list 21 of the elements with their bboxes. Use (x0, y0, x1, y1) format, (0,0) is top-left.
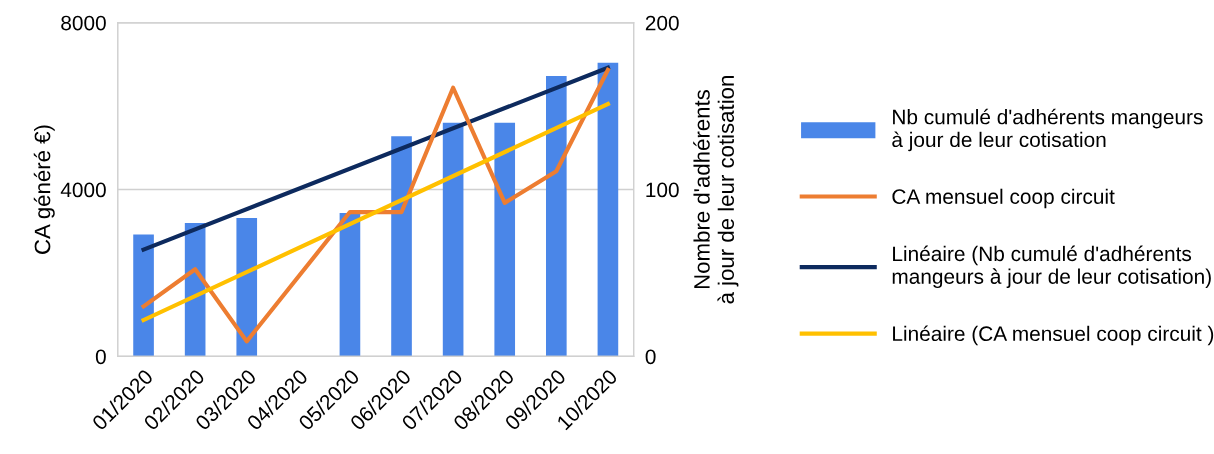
y-tick-label: 4000 (60, 182, 106, 198)
y-tick-label: 0 (95, 349, 106, 365)
bar (546, 76, 567, 357)
y2-tick-label: 200 (645, 15, 679, 31)
y2-tick-label: 0 (645, 349, 656, 365)
legend-label: Nb cumulé d'adhérents mangeurs à jour de leur cotisation (892, 108, 1203, 152)
bar (133, 234, 154, 357)
bar (236, 217, 258, 357)
line-series (141, 67, 610, 344)
y-axis-title: CA généré €) (33, 125, 55, 254)
bar (494, 122, 516, 357)
y-tick-label: 8000 (61, 15, 106, 31)
bar (339, 212, 361, 357)
y2-tick-label: 100 (646, 182, 679, 198)
y2-axis-title: Nombre d'adhérents à jour de leur cotisation (693, 76, 739, 304)
legend-label: Linéaire (CA mensuel coop circuit ) (893, 325, 1214, 346)
legend-label: Linéaire (Nb cumulé d'adhérents mangeurs à jour de leur cotisation) (892, 245, 1211, 289)
bar (597, 62, 619, 357)
legend-label: CA mensuel coop circuit (892, 188, 1115, 209)
bar (442, 122, 464, 357)
bar (391, 136, 412, 357)
